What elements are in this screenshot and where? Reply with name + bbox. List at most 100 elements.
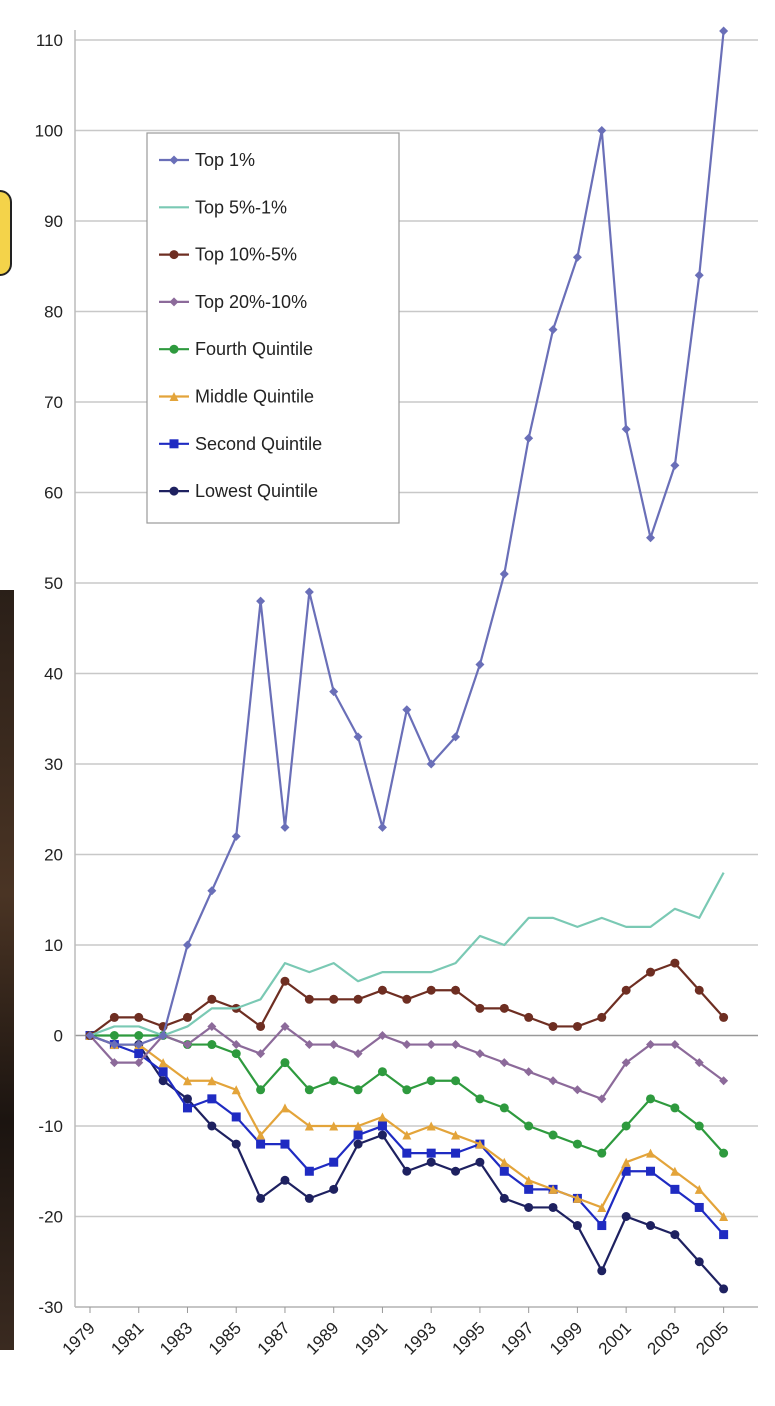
data-point bbox=[597, 126, 607, 135]
data-point bbox=[134, 1040, 144, 1050]
data-point bbox=[694, 1121, 704, 1131]
legend-entry-top-10-5: Top 10%-5% bbox=[159, 245, 297, 265]
data-point bbox=[402, 1130, 412, 1140]
x-tick-label: 1997 bbox=[497, 1318, 537, 1358]
data-point bbox=[719, 1076, 729, 1086]
data-point bbox=[353, 1130, 363, 1140]
data-point bbox=[231, 1112, 241, 1122]
series-layer bbox=[85, 26, 729, 1294]
y-tick-label: 10 bbox=[44, 936, 63, 955]
legend-label: Middle Quintile bbox=[195, 387, 314, 407]
grid-lines bbox=[75, 39, 758, 1308]
data-point bbox=[499, 1058, 509, 1068]
data-point bbox=[182, 1012, 192, 1022]
data-point bbox=[694, 1184, 704, 1194]
data-point bbox=[719, 1148, 729, 1158]
legend-swatch-marker bbox=[169, 155, 179, 165]
data-point bbox=[402, 1166, 412, 1176]
legend-entry-top-5-1: Top 5%-1% bbox=[159, 197, 287, 217]
data-point bbox=[621, 424, 631, 434]
legend-entry-middle-quintile: Middle Quintile bbox=[159, 387, 314, 407]
series-line-top-5-1 bbox=[89, 872, 725, 1037]
data-point bbox=[231, 831, 241, 841]
data-point bbox=[499, 1157, 509, 1167]
data-point bbox=[646, 1221, 656, 1231]
data-point bbox=[280, 1175, 290, 1185]
data-point bbox=[402, 994, 412, 1004]
x-tick-label: 1981 bbox=[107, 1318, 147, 1358]
data-point bbox=[134, 1031, 144, 1040]
data-point bbox=[304, 587, 314, 597]
data-point bbox=[670, 1040, 680, 1050]
data-point bbox=[353, 1049, 363, 1059]
data-point bbox=[377, 1121, 387, 1131]
y-tick-label: 60 bbox=[44, 484, 63, 503]
data-point bbox=[670, 1103, 680, 1113]
data-point bbox=[694, 1202, 704, 1212]
data-point bbox=[280, 1103, 290, 1113]
y-tick-label: 50 bbox=[44, 574, 63, 593]
series-lowest-quintile bbox=[85, 1031, 729, 1294]
y-tick-label: 110 bbox=[36, 31, 63, 50]
data-point bbox=[572, 1193, 582, 1203]
data-point bbox=[85, 1031, 95, 1040]
legend-label: Top 20%-10% bbox=[195, 292, 307, 312]
data-point bbox=[548, 1202, 558, 1212]
data-point bbox=[426, 1148, 436, 1158]
data-point bbox=[402, 705, 412, 715]
legend-swatch-marker bbox=[169, 486, 179, 496]
data-point bbox=[109, 1031, 119, 1040]
data-point bbox=[475, 659, 485, 669]
data-point bbox=[256, 1085, 266, 1095]
data-point bbox=[182, 1076, 192, 1086]
data-point bbox=[304, 1193, 314, 1203]
legend: Top 1% Top 5%-1% Top 10%-5% Top 20%-10% Four… bbox=[146, 132, 400, 524]
data-point bbox=[548, 1076, 558, 1086]
data-point bbox=[207, 1021, 217, 1031]
data-point bbox=[109, 1040, 119, 1050]
data-point bbox=[475, 1094, 485, 1104]
series-top-10-5 bbox=[85, 958, 729, 1040]
data-point bbox=[377, 1031, 387, 1040]
data-point bbox=[353, 1085, 363, 1095]
legend-swatch-marker bbox=[169, 297, 179, 307]
cropped-photo-left bbox=[0, 590, 14, 1350]
data-point bbox=[134, 1049, 144, 1059]
legend-label: Top 10%-5% bbox=[195, 245, 297, 265]
data-point bbox=[207, 1121, 217, 1131]
data-point bbox=[548, 1184, 558, 1194]
x-tick-label: 1991 bbox=[351, 1318, 391, 1358]
data-point bbox=[499, 1003, 509, 1013]
data-point bbox=[182, 1040, 192, 1050]
legend-label: Top 5%-1% bbox=[195, 197, 287, 217]
data-point bbox=[158, 1076, 168, 1086]
data-point bbox=[377, 1067, 387, 1077]
data-point bbox=[524, 1121, 534, 1131]
data-point bbox=[548, 325, 558, 335]
x-tick-label: 1985 bbox=[205, 1318, 245, 1358]
data-point bbox=[621, 1058, 631, 1068]
data-point bbox=[280, 822, 290, 832]
y-tick-label: -10 bbox=[38, 1117, 63, 1136]
data-point bbox=[158, 1031, 168, 1040]
data-point bbox=[499, 1166, 509, 1176]
data-point bbox=[231, 1085, 241, 1095]
data-point bbox=[280, 1058, 290, 1068]
data-point bbox=[256, 1139, 266, 1149]
y-tick-label: -20 bbox=[38, 1208, 63, 1227]
x-tick-label: 1999 bbox=[546, 1318, 586, 1358]
data-point bbox=[597, 1266, 607, 1276]
x-tick-label: 2001 bbox=[595, 1318, 635, 1358]
data-point bbox=[402, 1148, 412, 1158]
data-point bbox=[304, 1166, 314, 1176]
data-point bbox=[451, 732, 461, 742]
data-point bbox=[182, 1103, 192, 1113]
data-point bbox=[377, 985, 387, 995]
data-point bbox=[329, 1076, 339, 1086]
data-point bbox=[256, 596, 266, 606]
data-point bbox=[231, 1040, 241, 1050]
data-point bbox=[524, 1175, 534, 1185]
data-point bbox=[597, 1221, 607, 1231]
